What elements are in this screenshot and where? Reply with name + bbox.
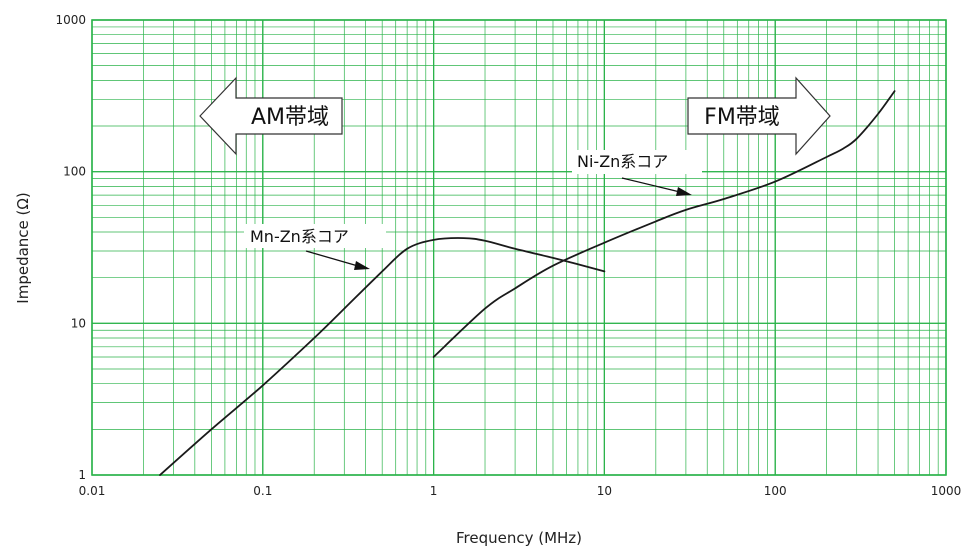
x-tick-label: 1	[430, 484, 438, 498]
mnzn-label-box	[244, 224, 386, 248]
y-tick-label: 1	[78, 468, 86, 482]
series-line-nizn	[432, 90, 896, 358]
nizn-series-label: Ni-Zn系コア	[577, 152, 668, 171]
y-axis-title: Impedance (Ω)	[14, 192, 32, 303]
am-band-arrow: AM帯域	[199, 76, 343, 156]
y-tick-label: 100	[63, 165, 86, 179]
mnzn-series-label: Mn-Zn系コア	[250, 227, 349, 246]
x-axis-title: Frequency (MHz)	[456, 529, 582, 547]
am-band-label: AM帯域	[251, 105, 329, 130]
mnzn-leader-line	[305, 250, 359, 267]
tick-labels: 0.01 0.1 1 10 100 1000 1 10 100 1000	[55, 13, 961, 498]
nizn-label-group: Ni-Zn系コア	[572, 150, 702, 196]
right-arrow-icon	[687, 76, 831, 156]
y-tick-label: 1000	[55, 13, 86, 27]
mnzn-label-group: Mn-Zn系コア	[244, 224, 386, 270]
series-line-mnzn	[159, 237, 606, 476]
x-tick-label: 1000	[931, 484, 962, 498]
plot-frame	[91, 19, 947, 476]
left-arrow-icon	[199, 76, 343, 156]
mnzn-leader-arrowhead	[354, 261, 370, 270]
x-tick-label: 0.01	[79, 484, 106, 498]
x-tick-label: 10	[597, 484, 612, 498]
fm-band-arrow: FM帯域	[687, 76, 831, 156]
x-tick-label: 0.1	[253, 484, 272, 498]
fm-band-label: FM帯域	[704, 105, 780, 130]
y-tick-label: 10	[71, 316, 86, 330]
nizn-leader-line	[621, 177, 681, 193]
nizn-label-box	[572, 150, 702, 174]
series-layer	[159, 90, 896, 476]
nizn-leader-arrowhead	[676, 187, 692, 196]
x-tick-label: 100	[764, 484, 787, 498]
